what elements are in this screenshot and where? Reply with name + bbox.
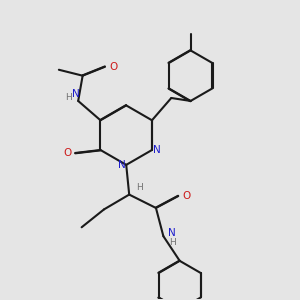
Text: O: O [182,191,191,201]
Text: N: N [118,160,126,170]
Text: O: O [64,148,72,158]
Text: H: H [136,183,143,192]
Text: H: H [169,238,176,247]
Text: N: N [168,228,176,238]
Text: O: O [109,62,117,72]
Text: N: N [152,145,160,155]
Text: H: H [65,94,72,103]
Text: N: N [72,89,80,99]
